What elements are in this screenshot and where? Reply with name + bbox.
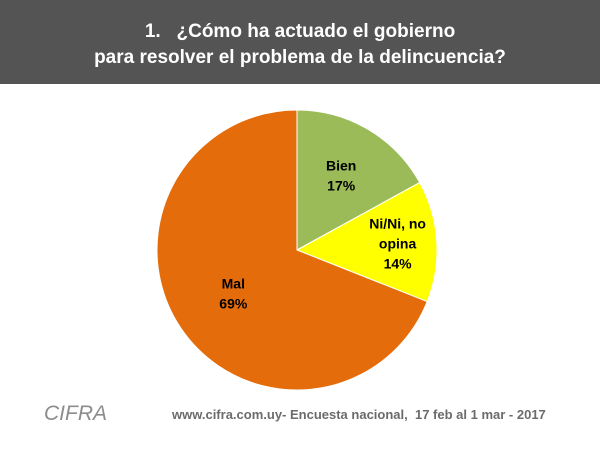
source-note: www.cifra.com.uy- Encuesta nacional, 17 … <box>172 407 546 422</box>
chart-title-line-2: para resolver el problema de la delincue… <box>94 47 506 68</box>
chart-title-line-1: 1. ¿Cómo ha actuado el gobierno <box>144 21 456 42</box>
header-banner: 1. ¿Cómo ha actuado el gobierno para res… <box>0 0 600 84</box>
pie-slice-mal <box>156 109 428 391</box>
pie-slice-bien <box>296 109 421 251</box>
pie-slice-ni-ni-no-opina <box>295 181 438 303</box>
cifra-logo: CIFRA <box>44 402 107 425</box>
data-label-ni-ni-no-opina: Ni/Ni, no opina 14% <box>369 216 426 272</box>
data-label-mal: Mal 69% <box>219 275 248 311</box>
data-label-bien: Bien 17% <box>326 157 356 193</box>
pie-chart: Bien 17% Ni/Ni, no opina 14% Mal 69% <box>156 109 438 391</box>
